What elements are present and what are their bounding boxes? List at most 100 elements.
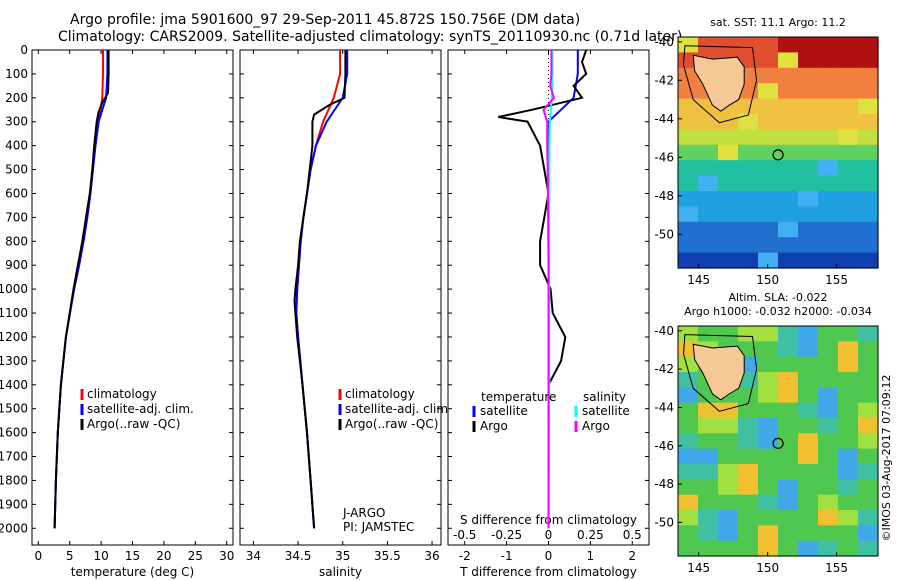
map-cell	[678, 160, 699, 177]
lat-tick-label: -40	[654, 324, 674, 338]
x-tick-label: 35.5	[374, 549, 401, 563]
map-cell	[838, 372, 859, 388]
map-cell	[718, 160, 739, 177]
map-cell	[758, 129, 779, 146]
map-cell	[698, 144, 719, 161]
map-cell	[698, 129, 719, 146]
map-cell	[858, 237, 879, 254]
lon-tick-label: 145	[687, 561, 710, 575]
map-cell	[698, 510, 719, 526]
panel-temperature: 0100200300400500600700800900100011001200…	[0, 43, 234, 579]
depth-tick-label: 0	[20, 43, 28, 57]
depth-tick-label: 1600	[0, 426, 28, 440]
map-cell	[758, 372, 779, 388]
map-cell	[678, 83, 699, 100]
map-cell	[778, 525, 799, 542]
map-cell	[838, 221, 859, 238]
map-cell	[778, 252, 799, 269]
map-cell	[798, 83, 819, 100]
map-cell	[838, 448, 859, 465]
map-cell	[718, 37, 739, 53]
legend-label: satellite-adj. clim.	[345, 402, 452, 416]
x-tick-label: 5	[66, 549, 74, 563]
map-cell	[798, 206, 819, 223]
profile-location-marker	[772, 149, 784, 161]
map-cell	[698, 448, 719, 465]
depth-contour	[682, 334, 758, 412]
legend-label: satellite-adj. clim.	[87, 402, 194, 416]
series-line	[293, 50, 347, 529]
map-cell	[758, 206, 779, 223]
map-cell	[838, 418, 859, 434]
panel-frame	[239, 49, 442, 546]
map-cell	[678, 252, 699, 269]
map-cell	[678, 175, 699, 192]
map-cell	[798, 540, 819, 557]
legend-label: satellite	[582, 404, 630, 418]
map-cell	[738, 98, 759, 115]
map-cell	[818, 433, 839, 450]
map-cell	[698, 479, 719, 496]
lat-tick-label: -44	[654, 400, 674, 414]
map-cell	[838, 510, 859, 526]
x-tick-label: -2	[459, 549, 471, 563]
map-cell	[778, 356, 799, 373]
map-cell	[838, 175, 859, 192]
map-cell	[858, 372, 879, 388]
header-line1: Argo profile: jma 5901600_97 29-Sep-2011…	[70, 12, 581, 28]
map-cell	[738, 175, 759, 192]
profile-location-marker	[772, 437, 784, 449]
map-cell	[798, 341, 819, 358]
map-cell	[758, 433, 779, 450]
map-cell	[838, 37, 859, 53]
depth-tick-label: 1200	[0, 330, 28, 344]
map-cell	[778, 237, 799, 254]
map-cell	[698, 37, 719, 53]
tasmania-land	[692, 54, 745, 112]
panel-salinity: 34 34.5 35 35.5 36 salinity climatologysatelli…	[239, 49, 452, 579]
map-cell	[838, 464, 859, 480]
depth-tick-label: 300	[5, 115, 28, 129]
map-cell	[778, 464, 799, 480]
map-frame	[677, 325, 879, 557]
x-axis-label: salinity	[319, 565, 362, 579]
map-cell	[718, 418, 739, 434]
lat-tick-label: -40	[654, 35, 674, 49]
map-cell	[818, 83, 839, 100]
map-cell	[678, 356, 699, 373]
depth-tick-label: 800	[5, 234, 28, 248]
annotation-text: PI: JAMSTEC	[343, 520, 414, 534]
map-cell	[838, 83, 859, 100]
map-cell	[758, 479, 779, 496]
depth-tick-label: 1100	[0, 306, 28, 320]
map-cell	[858, 387, 879, 404]
map-cell	[758, 221, 779, 238]
map-cell	[798, 98, 819, 115]
series-line	[53, 50, 110, 529]
map-cell	[678, 479, 699, 496]
map-cell	[718, 402, 739, 419]
x-tick-label: 25	[188, 549, 203, 563]
x-axis-label: temperature (deg C)	[71, 565, 194, 579]
map-cell	[838, 341, 859, 358]
map-cell	[858, 191, 879, 207]
map-cell	[678, 387, 699, 404]
map-cell	[798, 448, 819, 465]
map-cell	[838, 540, 859, 557]
map-cell	[718, 464, 739, 480]
map-cell	[678, 144, 699, 161]
map-cell	[778, 510, 799, 526]
top-tick-label: -0.5	[453, 528, 476, 542]
map-cell	[838, 191, 859, 207]
depth-tick-label: 1700	[0, 450, 28, 464]
map-cell	[818, 356, 839, 373]
map-cell	[818, 540, 839, 557]
map-cell	[738, 464, 759, 480]
map-cell	[858, 356, 879, 373]
map-cell	[858, 494, 879, 511]
map-cell	[858, 67, 879, 84]
map-cell	[818, 37, 839, 53]
sla-map-subtitle: Argo h1000: -0.032 h2000: -0.034	[684, 305, 872, 318]
map-cell	[758, 191, 779, 207]
